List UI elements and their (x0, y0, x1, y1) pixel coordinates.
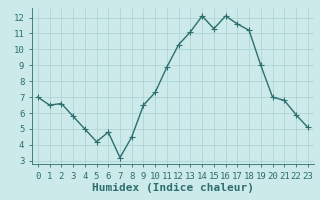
X-axis label: Humidex (Indice chaleur): Humidex (Indice chaleur) (92, 183, 254, 193)
